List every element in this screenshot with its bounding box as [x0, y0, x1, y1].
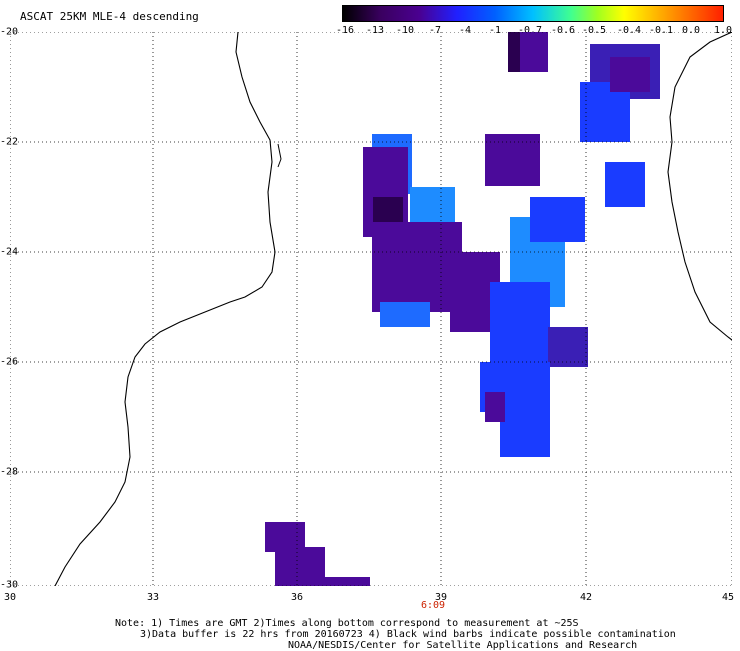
lon-label: 30 — [3, 592, 17, 603]
scale-label: -1 — [488, 25, 502, 36]
scale-label: -0.7 — [517, 25, 543, 36]
scale-label: -0.5 — [581, 25, 607, 36]
scale-label: -16 — [335, 25, 355, 36]
lat-label: -30 — [0, 579, 19, 591]
lon-label: 39 — [434, 592, 448, 603]
time-label: 6:09 — [420, 600, 446, 611]
scale-label: 1.0 — [713, 25, 733, 36]
lat-label: -20 — [0, 26, 19, 38]
lon-label: 42 — [579, 592, 593, 603]
note-line-3: NOAA/NESDIS/Center for Satellite Applica… — [288, 640, 638, 651]
note-line-1: Note: 1) Times are GMT 2)Times along bot… — [115, 618, 579, 629]
scale-label: -4 — [458, 25, 472, 36]
coastline-madagascar — [667, 32, 732, 341]
map-panel — [10, 32, 732, 586]
scale-label: -0.1 — [648, 25, 674, 36]
color-scale-labels: -16 -13 -10 -7 -4 -1 -0.7 -0.6 -0.5 -0.4… — [335, 25, 735, 37]
scale-label: -0.4 — [616, 25, 642, 36]
map-title: ASCAT 25KM MLE-4 descending — [20, 10, 199, 23]
lon-label: 36 — [290, 592, 304, 603]
lat-label: -28 — [0, 466, 19, 478]
lon-label: 45 — [721, 592, 735, 603]
note-line-2: 3)Data buffer is 22 hrs from 20160723 4)… — [140, 629, 676, 640]
coastline-west — [54, 32, 276, 586]
lat-label: -26 — [0, 356, 19, 368]
scale-label: -10 — [395, 25, 415, 36]
lat-label: -22 — [0, 136, 19, 148]
scale-label: 0.0 — [681, 25, 701, 36]
graticule — [10, 32, 732, 586]
lat-label: -24 — [0, 246, 19, 258]
lon-label: 33 — [146, 592, 160, 603]
island-bazaruto — [277, 143, 282, 168]
scale-label: -0.6 — [550, 25, 576, 36]
scale-label: -7 — [428, 25, 442, 36]
color-scale-bar — [342, 5, 724, 22]
wind-data-swaths — [265, 32, 660, 586]
scale-label: -13 — [365, 25, 385, 36]
